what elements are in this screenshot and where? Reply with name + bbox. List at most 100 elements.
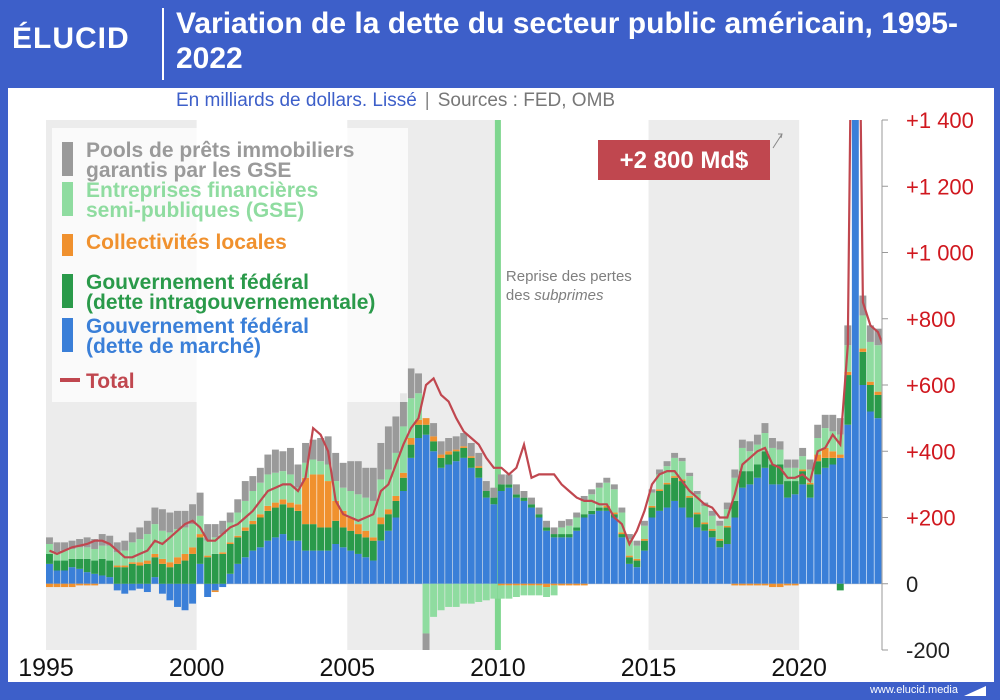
bar-gse_pools: [708, 510, 716, 516]
bar-market: [565, 537, 573, 584]
bar-gse_pools: [821, 414, 829, 429]
logo-divider: [162, 8, 164, 80]
subtitle-row: En milliards de dollars. Lissé | Sources :…: [176, 90, 615, 112]
bar-intragov: [814, 461, 822, 475]
bar-gse: [482, 583, 490, 601]
bar-gse_pools: [678, 457, 686, 462]
bar-intragov: [211, 553, 219, 584]
bar-intragov: [106, 560, 114, 578]
bar-local: [693, 512, 701, 515]
bar-intragov: [625, 557, 633, 564]
bar-gse_pools: [399, 393, 407, 427]
bar-local: [422, 418, 430, 425]
legend-label-local: Collectivités locales: [86, 231, 287, 254]
bar-market: [791, 494, 799, 584]
bars-group: [46, 120, 904, 650]
bar-gse_pools: [271, 449, 279, 473]
bar-intragov: [678, 481, 686, 508]
x-tick-label: 2010: [470, 654, 526, 682]
bar-intragov: [799, 471, 807, 485]
bar-gse_pools: [347, 461, 355, 491]
bar-market: [106, 577, 114, 584]
bar-market: [708, 537, 716, 584]
bar-gse_pools: [716, 520, 724, 526]
bar-local: [618, 532, 626, 535]
bar-gse_pools: [543, 520, 551, 528]
bar-gse_pools: [897, 382, 904, 402]
bar-market: [279, 534, 287, 584]
bar-gse: [475, 583, 483, 602]
total-line: [49, 120, 882, 559]
bar-gse_pools: [302, 442, 310, 463]
bar-local: [76, 583, 84, 586]
bar-intragov: [369, 540, 377, 561]
bar-intragov: [565, 534, 573, 538]
bar-gse_pools: [776, 441, 784, 450]
bar-gse: [897, 402, 904, 429]
bar-intragov: [874, 394, 882, 419]
bar-local: [460, 446, 468, 448]
bar-market: [271, 537, 279, 584]
bar-gse_pools: [46, 537, 53, 544]
bar-gse: [174, 529, 181, 558]
bar-local: [53, 583, 61, 588]
header-band: [0, 0, 1000, 88]
bar-market: [136, 583, 144, 589]
bar-market: [866, 411, 874, 584]
y-tick-label: +1 000: [906, 241, 974, 266]
bar-gse: [490, 583, 498, 599]
bar-gse: [467, 583, 475, 604]
bar-local: [241, 527, 249, 531]
bar-gse_pools: [799, 447, 807, 457]
bar-intragov: [776, 464, 784, 485]
bar-gse_pools: [143, 520, 151, 535]
bar-gse_pools: [618, 507, 626, 513]
bar-local: [565, 583, 573, 586]
sources-label: Sources : FED, OMB: [437, 90, 616, 111]
bar-intragov: [384, 514, 392, 531]
bar-market: [287, 540, 294, 584]
bar-gse_pools: [535, 507, 543, 515]
bar-gse_pools: [633, 540, 641, 546]
bar-market: [196, 563, 204, 584]
bar-gse_pools: [294, 464, 302, 488]
bar-local: [512, 583, 520, 586]
bar-gse_pools: [746, 441, 754, 452]
legend-label-total: Total: [86, 370, 135, 393]
bar-gse: [708, 515, 716, 530]
bar-gse_pools: [384, 426, 392, 470]
bar-local: [113, 565, 121, 568]
bar-intragov: [53, 560, 61, 571]
bar-gse_pools: [317, 438, 325, 462]
bar-intragov: [279, 504, 287, 535]
bar-gse_pools: [890, 370, 897, 397]
bar-intragov: [392, 500, 400, 518]
bar-market: [324, 550, 332, 584]
elucid-logo: ÉLUCID: [12, 22, 130, 55]
bar-local: [746, 583, 754, 586]
bar-local: [806, 482, 814, 485]
bar-market: [731, 517, 739, 584]
bar-intragov: [294, 510, 302, 541]
bar-market: [716, 547, 724, 584]
bar-market: [384, 530, 392, 584]
bar-market: [415, 438, 422, 584]
bar-gse: [460, 583, 468, 604]
bar-market: [369, 560, 377, 584]
bar-gse: [98, 545, 106, 559]
bar-market: [309, 550, 317, 584]
footer-url[interactable]: www.elucid.media: [869, 684, 958, 696]
bar-market: [430, 451, 438, 584]
bar-intragov: [249, 524, 257, 551]
bar-gse: [53, 552, 61, 561]
bar-gse_pools: [769, 438, 776, 448]
bar-gse_pools: [753, 434, 761, 445]
bar-market: [761, 467, 769, 584]
bar-gse: [738, 447, 746, 472]
bar-gse_pools: [663, 461, 671, 467]
bar-gse: [761, 433, 769, 452]
legend-swatch-gse_pools: [62, 142, 73, 176]
bar-gse: [128, 542, 136, 563]
bar-market: [836, 457, 844, 584]
bar-market: [558, 537, 566, 584]
